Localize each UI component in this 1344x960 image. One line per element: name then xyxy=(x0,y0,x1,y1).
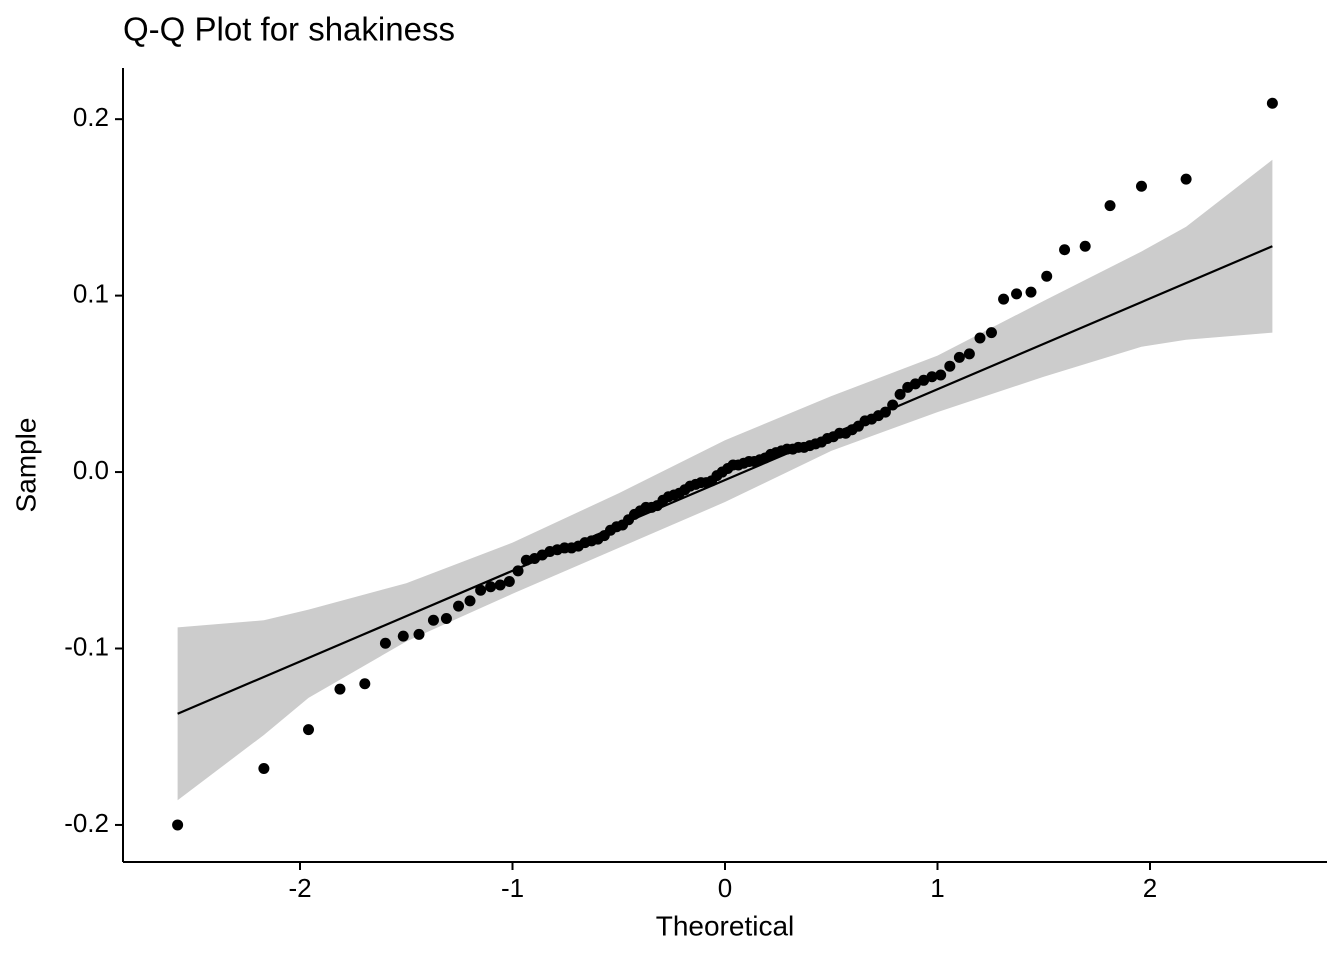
point xyxy=(1079,240,1091,252)
point xyxy=(440,613,452,625)
point xyxy=(427,614,439,626)
point xyxy=(512,565,524,577)
point xyxy=(935,369,947,381)
point xyxy=(985,327,997,339)
chart-title: Q-Q Plot for shakiness xyxy=(123,11,455,48)
point xyxy=(397,630,409,642)
point xyxy=(926,371,938,383)
point xyxy=(303,724,315,736)
point xyxy=(944,360,956,372)
point xyxy=(334,683,346,695)
y-tick-label: 0.0 xyxy=(73,455,109,485)
y-axis-title: Sample xyxy=(10,418,41,513)
point xyxy=(485,581,497,593)
x-tick-label: 1 xyxy=(930,873,944,903)
point xyxy=(1135,180,1147,192)
point xyxy=(464,595,476,607)
point xyxy=(1059,244,1071,256)
y-tick-label: -0.2 xyxy=(64,808,109,838)
point xyxy=(1025,286,1037,298)
point xyxy=(953,351,965,363)
point xyxy=(918,374,930,386)
point xyxy=(974,332,986,344)
point xyxy=(379,637,391,649)
point xyxy=(520,554,532,566)
x-tick-label: -2 xyxy=(288,873,311,903)
reference-line xyxy=(177,245,1273,715)
point xyxy=(503,575,515,587)
point xyxy=(172,819,184,831)
y-tick-label: 0.2 xyxy=(73,102,109,132)
point xyxy=(1266,97,1278,109)
point xyxy=(879,406,891,418)
x-tick-label: -1 xyxy=(501,873,524,903)
point xyxy=(475,584,487,596)
point xyxy=(258,762,270,774)
x-tick-label: 2 xyxy=(1143,873,1157,903)
point xyxy=(1041,270,1053,282)
point xyxy=(909,378,921,390)
point xyxy=(453,600,465,612)
point xyxy=(413,628,425,640)
point xyxy=(494,579,506,591)
point xyxy=(894,388,906,400)
point xyxy=(963,348,975,360)
point xyxy=(1011,288,1023,300)
x-axis-title: Theoretical xyxy=(656,910,795,941)
point xyxy=(1180,173,1192,185)
point xyxy=(998,293,1010,305)
point xyxy=(359,678,371,690)
y-tick-label: 0.1 xyxy=(73,278,109,308)
point xyxy=(1104,200,1116,212)
x-tick-label: 0 xyxy=(718,873,732,903)
y-tick-label: -0.1 xyxy=(64,631,109,661)
point xyxy=(887,399,899,411)
